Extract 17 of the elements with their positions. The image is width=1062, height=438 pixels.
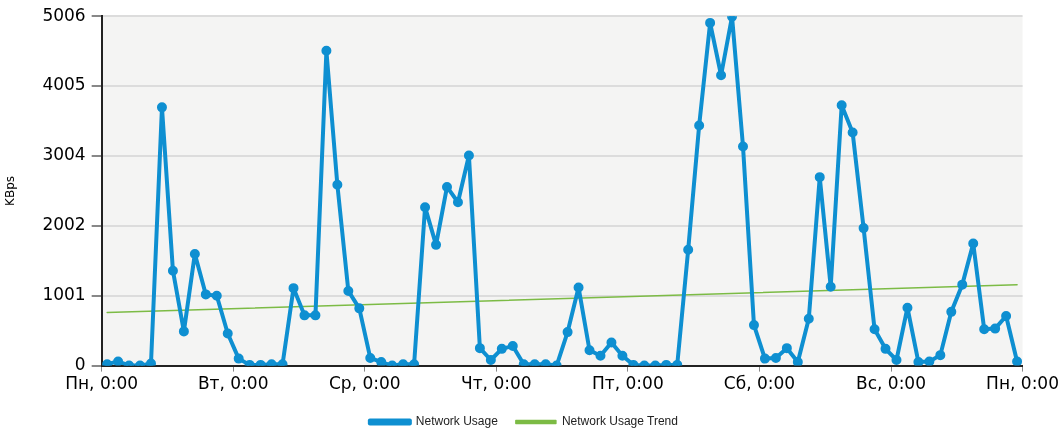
x-tick-label: Сб, 0:00 [723,373,796,394]
y-tick-label: 5006 [42,4,86,25]
y-tick-label: 2002 [42,214,86,235]
x-tick-label: Пн, 0:00 [986,373,1059,394]
y-tick-label: 0 [74,354,86,375]
y-tick-label: 3004 [42,144,86,165]
y-axis-title: KBps [3,175,18,206]
x-tick-label: Вт, 0:00 [197,373,269,394]
legend-label: Network Usage [415,414,499,429]
x-tick-label: Чт, 0:00 [461,373,532,394]
x-tick-label: Пн, 0:00 [65,373,139,394]
x-tick-label: Вс, 0:00 [856,373,926,394]
x-tick-label: Пт, 0:00 [592,373,664,394]
y-tick-label: 1001 [42,284,86,305]
x-tick-label: Ср, 0:00 [328,373,401,394]
y-tick-label: 4005 [42,74,86,95]
legend-label: Network Usage Trend [561,414,678,429]
